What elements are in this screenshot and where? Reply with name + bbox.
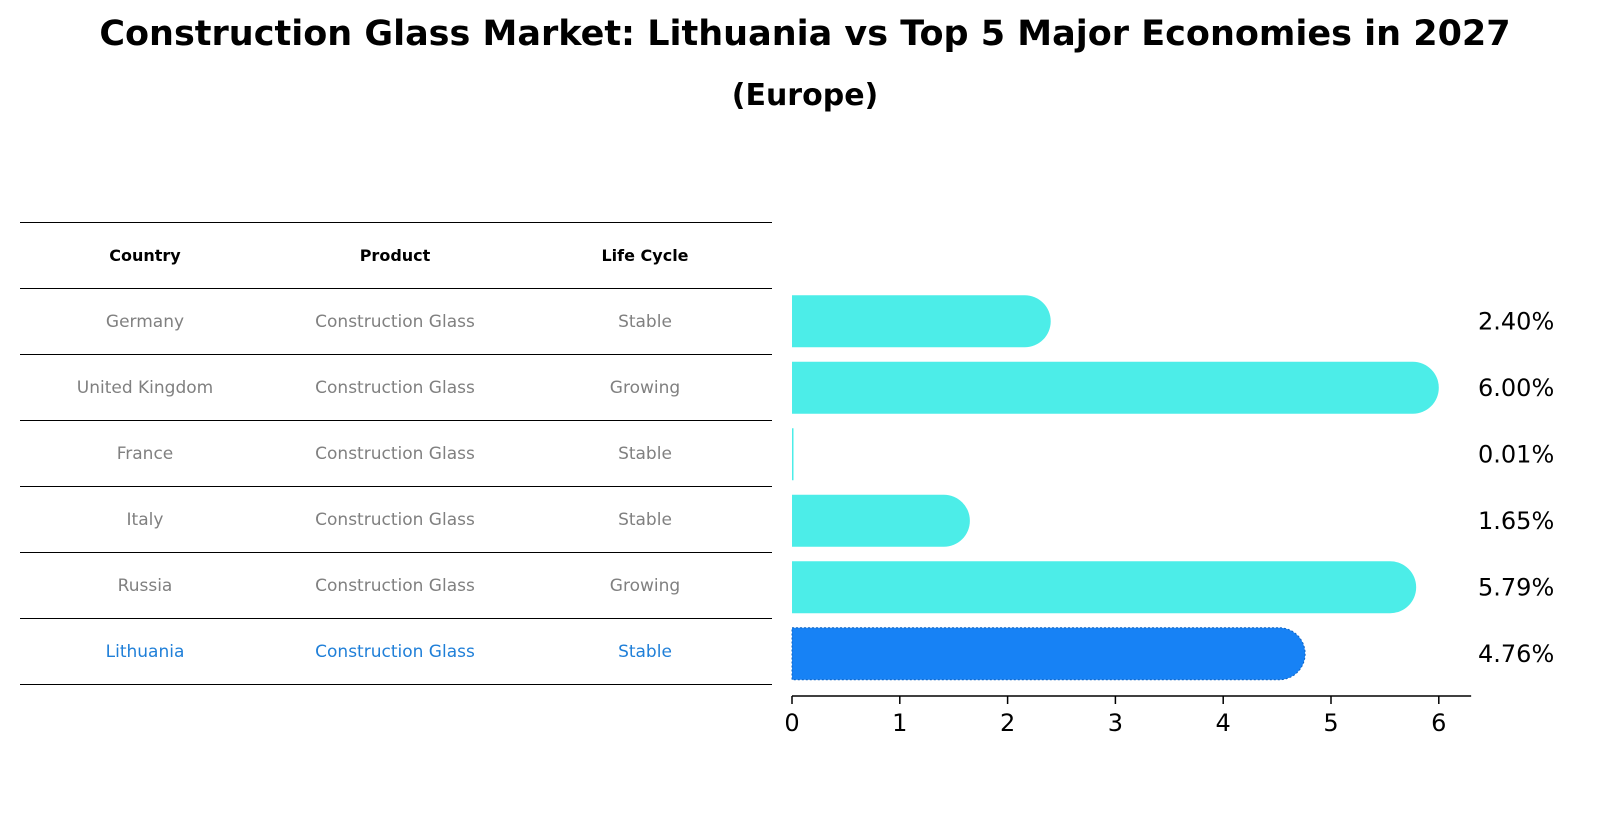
country-cell: France: [116, 444, 174, 464]
chart-title: Construction Glass Market: Lithuania vs …: [99, 14, 1511, 54]
bar: [792, 561, 1417, 614]
life-cycle-cell: Stable: [618, 642, 672, 662]
product-cell: Construction Glass: [315, 444, 475, 464]
life-cycle-cell: Growing: [609, 378, 681, 398]
product-cell: Construction Glass: [315, 312, 475, 332]
product-cell: Construction Glass: [315, 576, 475, 596]
bar-value-label: 4.76%: [1478, 640, 1554, 668]
header-product: Product: [359, 246, 431, 265]
x-tick-label: 5: [1323, 709, 1338, 737]
life-cycle-cell: Stable: [618, 510, 672, 530]
country-cell: Italy: [126, 510, 164, 530]
life-cycle-cell: Stable: [618, 312, 672, 332]
bar-value-label: 2.40%: [1478, 307, 1554, 335]
table-row: France Construction Glass Stable: [20, 420, 772, 486]
header-country: Country: [109, 246, 181, 265]
table-row: Russia Construction Glass Growing: [20, 552, 772, 618]
country-cell: United Kingdom: [76, 378, 214, 398]
x-tick-label: 2: [1000, 709, 1015, 737]
country-cell: Germany: [105, 312, 185, 332]
table-row: Germany Construction Glass Stable: [20, 288, 772, 354]
bar-value-label: 0.01%: [1478, 440, 1554, 468]
bar: [792, 361, 1439, 414]
life-cycle-cell: Stable: [618, 444, 672, 464]
life-cycle-cell: Growing: [609, 576, 681, 596]
table-row: Italy Construction Glass Stable: [20, 486, 772, 552]
x-tick-label: 6: [1431, 709, 1446, 737]
table-row-highlighted: Lithuania Construction Glass Stable: [20, 618, 772, 685]
country-cell: Russia: [117, 576, 173, 596]
x-tick-label: 0: [784, 709, 799, 737]
bar-value-label: 6.00%: [1478, 374, 1554, 402]
bar: [792, 494, 970, 547]
table-row: United Kingdom Construction Glass Growin…: [20, 354, 772, 420]
header-life-cycle: Life Cycle: [601, 246, 689, 265]
x-tick-label: 3: [1108, 709, 1123, 737]
country-cell: Lithuania: [105, 642, 185, 662]
bar: [792, 295, 1051, 348]
data-table: Country Product Life Cycle Germany Const…: [20, 222, 772, 685]
product-cell: Construction Glass: [315, 510, 475, 530]
product-cell: Construction Glass: [315, 642, 475, 662]
bar-highlighted: [791, 627, 1306, 681]
bar: [792, 428, 794, 481]
table-header-row: Country Product Life Cycle: [20, 222, 772, 288]
bar-value-label: 1.65%: [1478, 507, 1554, 535]
chart-subtitle: (Europe): [731, 78, 879, 113]
x-tick-label: 4: [1216, 709, 1231, 737]
bar-value-label: 5.79%: [1478, 573, 1554, 601]
product-cell: Construction Glass: [315, 378, 475, 398]
x-tick-label: 1: [892, 709, 907, 737]
